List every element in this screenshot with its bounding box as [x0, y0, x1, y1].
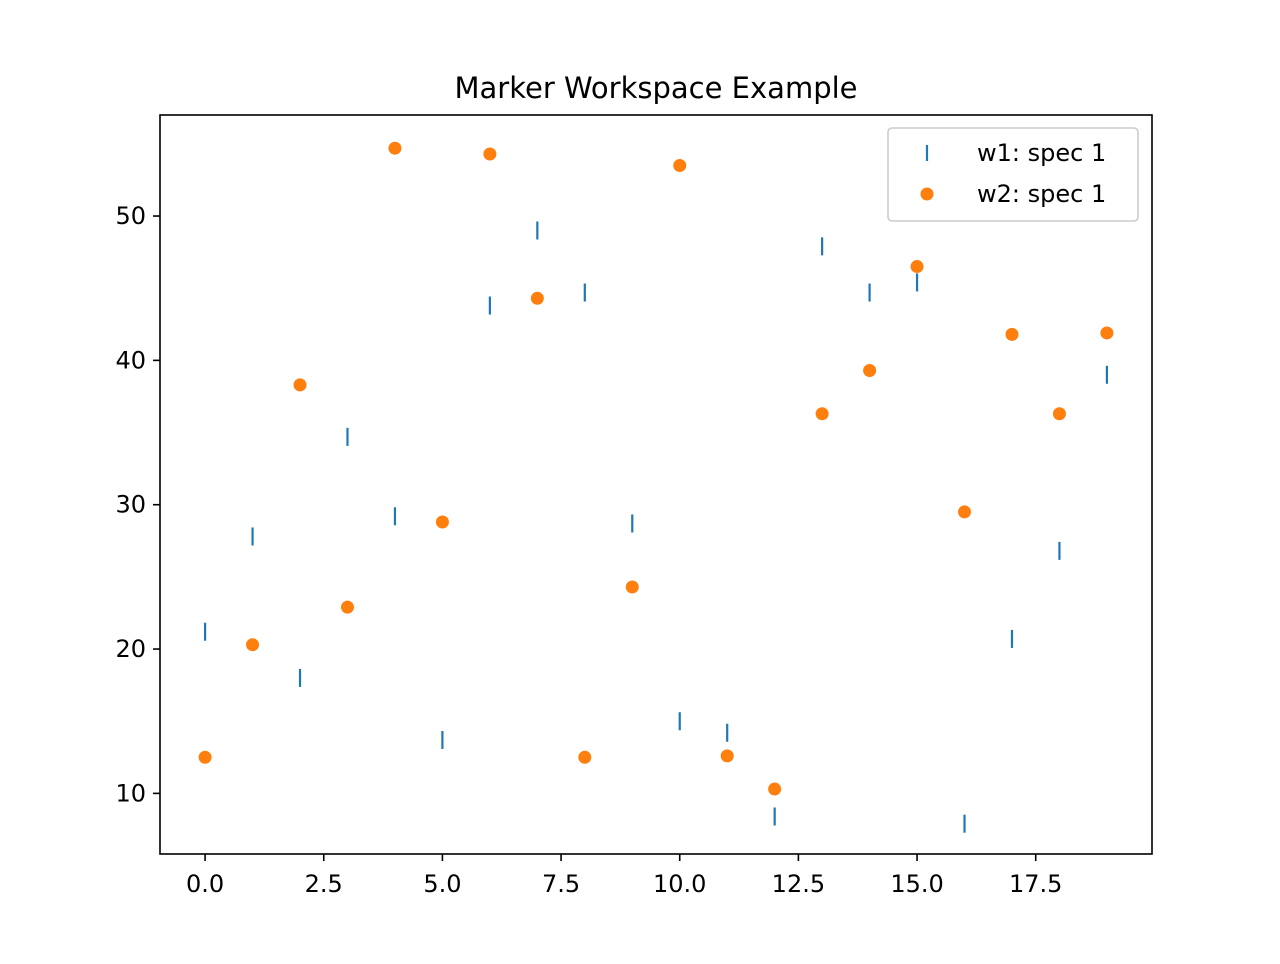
data-point-circle — [625, 580, 639, 594]
x-tick-label: 2.5 — [305, 870, 343, 898]
y-tick-label: 30 — [115, 491, 146, 519]
x-tick-label: 7.5 — [542, 870, 580, 898]
legend-box — [887, 127, 1139, 222]
x-tick-label: 12.5 — [772, 870, 825, 898]
series-1 — [203, 221, 1109, 833]
x-tick-label: 5.0 — [423, 870, 461, 898]
plot-marks — [198, 141, 1114, 833]
data-point-circle — [198, 750, 212, 764]
plot-area-frame — [159, 114, 1153, 855]
x-tick-label: 10.0 — [653, 870, 706, 898]
x-tick-label: 17.5 — [1009, 870, 1062, 898]
y-tick-label: 50 — [115, 202, 146, 230]
data-point-circle — [1100, 326, 1114, 340]
data-point-circle — [815, 407, 829, 421]
y-tick-label: 20 — [115, 635, 146, 663]
y-tick-label: 40 — [115, 346, 146, 374]
data-point-circle — [863, 363, 877, 377]
series-2 — [198, 141, 1114, 796]
data-point-circle — [1052, 407, 1066, 421]
x-tick-label: 15.0 — [890, 870, 943, 898]
chart-title: Marker Workspace Example — [455, 71, 858, 105]
data-point-circle — [768, 782, 782, 796]
legend-label: w1: spec 1 — [977, 139, 1106, 167]
data-point-circle — [483, 147, 497, 161]
data-point-circle — [293, 378, 307, 392]
data-point-circle — [1005, 327, 1019, 341]
data-point-circle — [435, 515, 449, 529]
data-point-circle — [578, 750, 592, 764]
data-point-circle — [388, 141, 402, 155]
legend: w1: spec 1 w2: spec 1 — [887, 127, 1139, 222]
x-axis: 0.0 2.5 5.0 7.5 10.0 12.5 15.0 17.5 — [186, 854, 1062, 898]
data-point-circle — [340, 600, 354, 614]
x-tick-label: 0.0 — [186, 870, 224, 898]
y-axis: 10 20 30 40 50 — [115, 202, 160, 807]
data-point-circle — [673, 159, 687, 173]
data-point-circle — [958, 505, 972, 519]
data-point-circle — [720, 749, 734, 763]
data-point-circle — [530, 291, 544, 305]
data-point-circle — [910, 260, 924, 274]
data-point-circle — [246, 638, 260, 652]
y-tick-label: 10 — [115, 779, 146, 807]
legend-marker-circle — [920, 187, 934, 201]
legend-label: w2: spec 1 — [977, 180, 1106, 208]
